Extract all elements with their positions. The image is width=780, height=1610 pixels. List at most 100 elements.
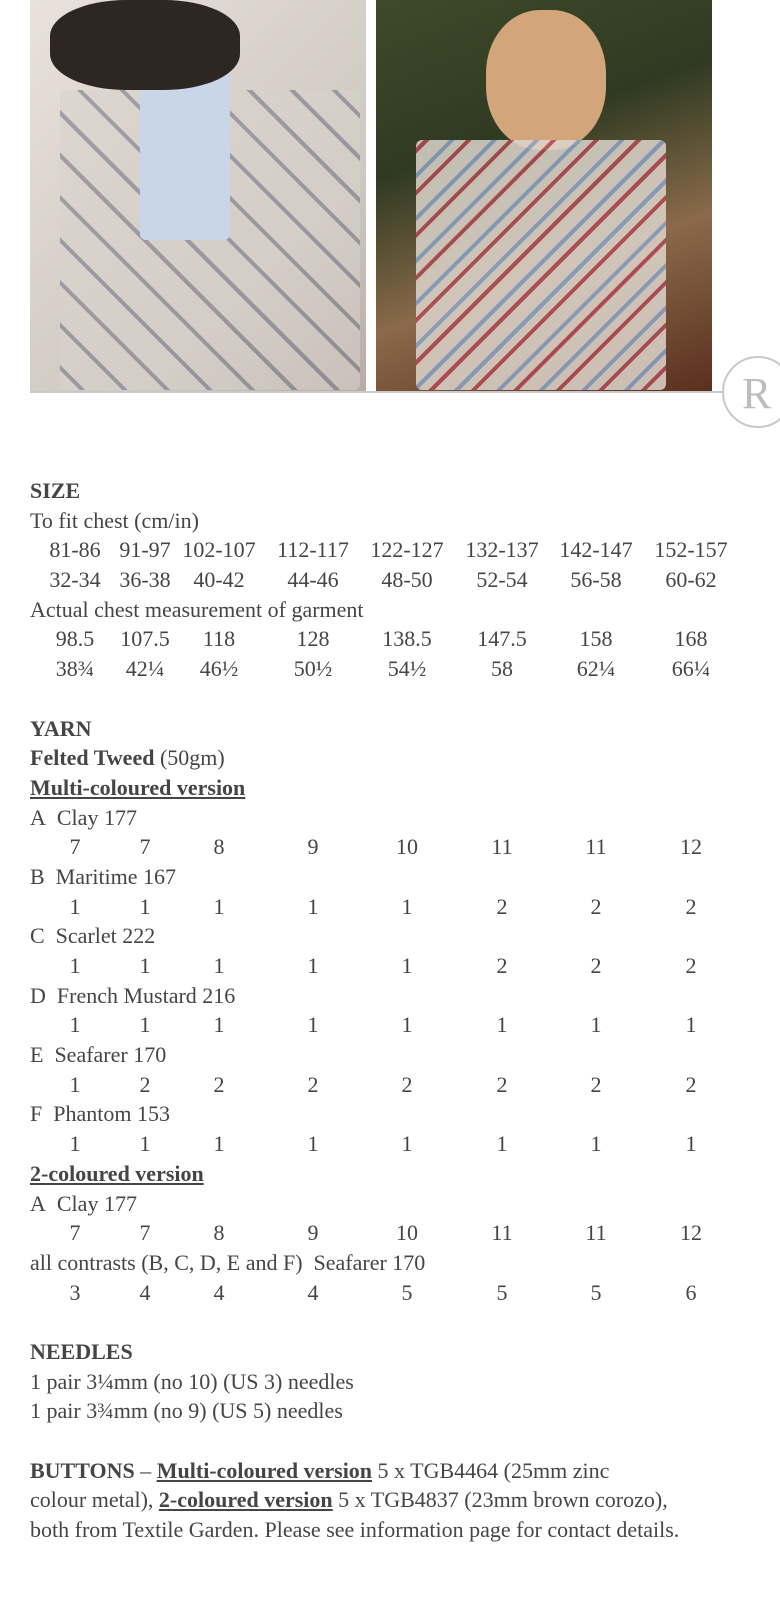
size-value: 1 [69,1071,81,1097]
size-value: 2 [307,1071,319,1097]
two-colour-list: A Clay 177 7 7 8 9 10 11 11 12 all contrasts (B, … [30,1189,770,1308]
size-value: 56-58 [570,567,622,593]
buttons-multi-text: 5 x TGB4464 (25mm zinc [372,1457,610,1483]
to-fit-label: To fit chest (cm/in) [30,507,199,533]
image-divider [30,391,722,393]
colour-quantity-row: 1 1 1 1 1 2 2 2 [30,951,770,981]
size-value: 1 [401,893,413,919]
size-value: 1 [213,1012,225,1038]
size-value: 1 [213,953,225,978]
size-value: 1 [401,1131,413,1157]
size-value: 4 [139,1279,151,1305]
photo-woman-cardigan [376,0,712,392]
dash: – [134,1457,157,1483]
size-value: 2 [685,893,697,919]
colour-quantity-row: 1 1 1 1 1 2 2 2 [30,892,770,922]
colour-label: C Scarlet 222 [30,923,156,949]
size-value: 11 [585,834,607,860]
size-value: 7 [139,1220,151,1246]
colour-label: B Maritime 167 [30,863,177,889]
size-value: 1 [401,953,413,978]
to-fit-in-row: 32-34 36-38 40-42 44-46 48-50 52-54 56-58 60-62 [30,565,770,595]
size-value: 1 [307,1012,319,1038]
size-value: 1 [307,953,319,978]
buttons-multi-label: Multi-coloured version [156,1457,373,1483]
size-value: 5 [401,1279,413,1305]
photo-man-cardigan [30,0,366,392]
pattern-info: SIZE To fit chest (cm/in) 81-86 91-97 102-… [30,476,770,1545]
size-value: 2 [496,1071,508,1097]
size-value: 8 [213,1220,225,1246]
buttons-line-2: colour metal), 2-coloured version 5 x TG… [30,1485,770,1515]
size-value: 40-42 [193,567,245,593]
size-value: 112-117 [277,537,349,563]
buttons-two-label: 2-coloured version [158,1487,333,1513]
size-value: 1 [69,893,81,919]
size-value: 46½ [199,656,239,682]
buttons-heading: BUTTONS [30,1457,135,1483]
colour-quantity-row: 1 1 1 1 1 1 1 1 [30,1010,770,1040]
size-value: 50½ [293,656,333,682]
size-value: 1 [139,953,151,978]
yarn-heading: YARN [30,715,92,741]
buttons-two-text: 5 x TGB4837 (23mm brown corozo), [332,1487,668,1513]
size-value: 1 [139,893,151,919]
size-value: 107.5 [120,626,170,652]
needles-heading: NEEDLES [30,1338,133,1364]
size-value: 2 [685,1071,697,1097]
size-value: 1 [685,1131,697,1157]
size-value: 2 [496,893,508,919]
size-value: 98.5 [55,626,95,652]
size-value: 7 [139,834,151,860]
colour-label: A Clay 177 [30,1190,137,1216]
size-value: 2 [590,1071,602,1097]
brand-logo[interactable]: R [722,356,780,428]
two-version-heading: 2-coloured version [30,1160,204,1186]
size-value: 138.5 [382,626,432,652]
size-value: 48-50 [381,567,433,593]
size-value: 1 [213,1131,225,1157]
size-value: 1 [69,1012,81,1038]
multi-colour-list: A Clay 177 7 7 8 9 10 11 11 12 B Maritime 167 1 1 1 1… [30,803,770,1159]
size-value: 152-157 [654,537,728,563]
colour-label: D French Mustard 216 [30,982,236,1008]
size-value: 66¼ [671,656,711,682]
size-value: 11 [491,834,513,860]
buttons-footer: both from Textile Garden. Please see inf… [30,1517,680,1543]
size-value: 9 [307,834,319,860]
yarn-weight: (50gm) [159,745,225,771]
needle-line: 1 pair 3¼mm (no 10) (US 3) needles [30,1368,354,1394]
size-value: 1 [139,1131,151,1157]
size-value: 91-97 [119,537,171,563]
size-value: 1 [496,1131,508,1157]
size-value: 2 [496,953,508,978]
size-value: 44-46 [287,567,339,593]
colour-label: all contrasts (B, C, D, E and F) Seafare… [30,1249,426,1275]
size-value: 6 [685,1279,697,1305]
size-value: 11 [585,1220,607,1246]
size-value: 142-147 [559,537,633,563]
size-value: 1 [401,1012,413,1038]
size-value: 2 [213,1071,225,1097]
colour-quantity-row: 1 1 1 1 1 1 1 1 [30,1129,770,1159]
size-value: 12 [680,834,702,860]
size-value: 8 [213,834,225,860]
size-value: 10 [396,834,418,860]
size-value: 4 [307,1279,319,1305]
actual-cm-row: 98.5 107.5 118 128 138.5 147.5 158 168 [30,624,770,654]
colour-quantity-row: 1 2 2 2 2 2 2 2 [30,1070,770,1100]
size-value: 1 [590,1131,602,1157]
size-value: 54½ [387,656,427,682]
size-value: 2 [590,953,602,978]
size-value: 36-38 [119,567,171,593]
size-value: 147.5 [477,626,527,652]
size-value: 5 [496,1279,508,1305]
colour-label: F Phantom 153 [30,1101,170,1127]
colour-quantity-row: 7 7 8 9 10 11 11 12 [30,1218,770,1248]
yarn-name-line: Felted Tweed (50gm) [30,743,770,773]
size-value: 9 [307,1220,319,1246]
buttons-line-1: BUTTONS – Multi-coloured version 5 x TGB… [30,1456,770,1486]
actual-label: Actual chest measurement of garment [30,596,364,622]
size-value: 168 [674,626,708,652]
buttons-multi-text-cont: colour metal), [30,1487,159,1513]
